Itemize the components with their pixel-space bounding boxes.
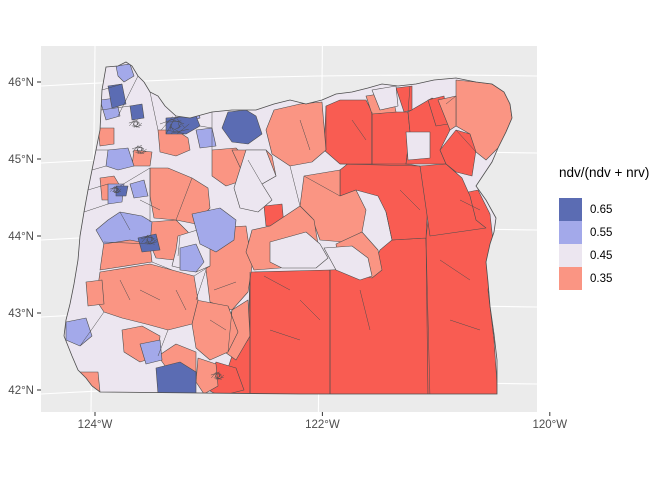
region-astoria [115, 63, 135, 83]
region-pendleton [405, 131, 431, 161]
precinct-boundaries [79, 75, 481, 394]
precinct-regions [65, 63, 512, 394]
region-precinct [129, 103, 145, 121]
region-umatilla-south [371, 111, 411, 165]
region-jefferson-neutral [233, 149, 277, 213]
legend-title: ndv/(ndv + nrv) [559, 165, 649, 180]
region-coos-bay [65, 317, 93, 347]
legend-label: 0.45 [590, 250, 612, 262]
y-tick-label: 43°N [8, 308, 34, 320]
region-baker-county [419, 163, 487, 237]
region-corvallis [115, 185, 129, 197]
legend-keys: 0.65 0.55 0.45 0.35 [559, 198, 612, 290]
legend-label: 0.55 [590, 227, 612, 239]
y-tick-label: 42°N [8, 385, 34, 397]
region-jackson-east [191, 299, 239, 361]
region-precinct [195, 127, 217, 149]
region-precinct [179, 243, 205, 273]
y-tick-label: 46°N [8, 77, 34, 89]
y-tick-label: 44°N [8, 231, 34, 243]
region-precinct [371, 85, 399, 111]
region-lake-county [247, 269, 333, 394]
x-tick-label: 120°W [532, 419, 567, 431]
region-precinct [395, 85, 413, 113]
region-precinct [97, 127, 115, 147]
region-ashland [155, 361, 197, 394]
region-lane-cascades [191, 207, 237, 253]
region-precinct [269, 231, 329, 269]
legend-swatch [559, 198, 582, 221]
region-benton [105, 147, 135, 171]
region-morrow-county [323, 99, 373, 165]
legend-swatch [559, 267, 582, 290]
legend-swatch [559, 221, 582, 244]
oregon-precinct-map [63, 61, 513, 395]
region-precinct [323, 245, 373, 281]
y-tick-label: 45°N [8, 154, 34, 166]
region-lane-west [95, 211, 153, 245]
legend-swatch [559, 244, 582, 267]
region-precinct [131, 149, 153, 167]
legend-label: 0.65 [590, 204, 612, 216]
x-tick-label: 122°W [305, 419, 340, 431]
state-outline [63, 61, 513, 395]
legend: ndv/(ndv + nrv) 0.65 0.55 0.45 0.35 [559, 165, 649, 290]
region-precinct [195, 357, 219, 394]
region-precinct [129, 179, 149, 199]
region-precinct [107, 83, 127, 109]
region-precinct [437, 95, 457, 131]
region-precinct [85, 279, 105, 307]
region-hood-river [221, 109, 263, 145]
region-douglas-county [95, 263, 199, 331]
region-precinct [139, 339, 163, 365]
legend-label: 0.35 [590, 273, 612, 285]
x-tick-label: 124°W [78, 419, 113, 431]
